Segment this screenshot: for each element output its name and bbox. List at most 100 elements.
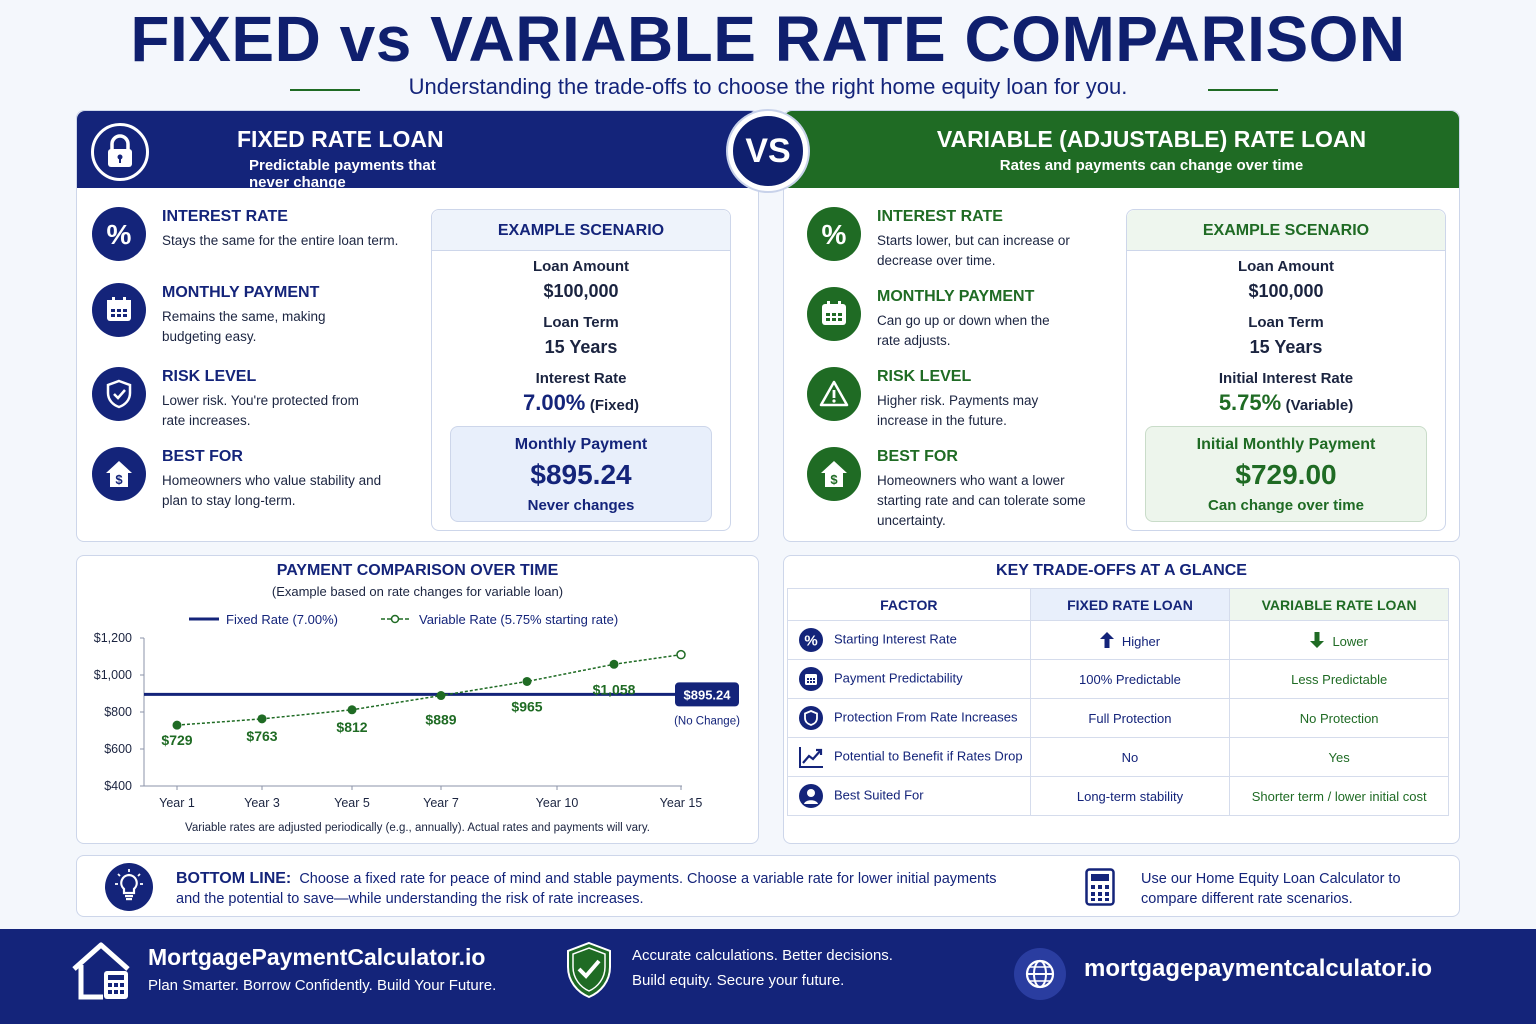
loan-amount-label: Loan Amount [532, 258, 630, 275]
tradeoffs-table: FACTOR FIXED RATE LOAN VARIABLE RATE LOA… [787, 588, 1449, 816]
calculator-icon[interactable] [1085, 868, 1115, 911]
y-tick-label: $1,200 [94, 631, 132, 645]
legend-fixed-label: Fixed Rate (7.00%) [226, 612, 338, 627]
x-tick-label: Year 15 [660, 796, 703, 810]
x-tick-label: Year 1 [159, 796, 195, 810]
feature-desc: Higher risk. Payments may increase in th… [877, 393, 1039, 428]
x-tick-label: Year 10 [536, 796, 579, 810]
feature-title: RISK LEVEL [162, 368, 257, 385]
fixed-end-note: (No Change) [674, 715, 740, 727]
table-header-row: FACTOR FIXED RATE LOAN VARIABLE RATE LOA… [787, 588, 1449, 621]
fixed-example-scenario: EXAMPLE SCENARIO Loan Amount $100,000 Lo… [431, 209, 731, 531]
variable-data-label: $812 [336, 719, 367, 735]
monthly-payment-note: Never changes [527, 497, 635, 514]
arrow-down-icon [1310, 631, 1332, 649]
interest-rate-line: 5.75% (Variable) [1127, 390, 1445, 416]
fixed-value: Full Protection [1029, 698, 1231, 738]
svg-text:$: $ [830, 472, 838, 487]
percent-icon: % [92, 207, 146, 261]
monthly-payment-label: Monthly Payment [514, 436, 648, 453]
fixed-end-label-box [675, 682, 739, 707]
variable-data-label: $965 [511, 698, 542, 714]
variable-rate-panel: VARIABLE (ADJUSTABLE) RATE LOAN Rates an… [783, 110, 1460, 542]
accuracy-line-2: Build equity. Secure your future. [632, 972, 845, 989]
interest-rate-type: (Variable) [1285, 397, 1354, 414]
y-tick-label: $400 [104, 779, 132, 793]
variable-data-point [436, 691, 446, 701]
arrow-up-icon [1099, 631, 1122, 649]
brand-tagline: Plan Smarter. Borrow Confidently. Build … [148, 977, 497, 994]
x-tick-label: Year 5 [334, 796, 370, 810]
page-title: FIXED vs VARIABLE RATE COMPARISON [130, 3, 1406, 75]
bottom-line-panel: BOTTOM LINE: Choose a fixed rate for pea… [76, 855, 1460, 917]
feature-title: MONTHLY PAYMENT [877, 288, 1035, 305]
monthly-payment-note: Can change over time [1208, 497, 1364, 514]
house-calculator-icon [70, 941, 132, 1006]
variable-data-label: $889 [425, 712, 456, 728]
accuracy-line-1: Accurate calculations. Better decisions. [632, 947, 893, 964]
brand-name[interactable]: MortgagePaymentCalculator.io [148, 944, 486, 970]
variable-rate-extension [613, 653, 682, 666]
factor-cell: Payment Predictability [787, 659, 1031, 699]
header-fixed: FIXED RATE LOAN [1029, 588, 1231, 621]
table-row: Potential to Benefit if Rates Drop No Ye… [787, 737, 1449, 777]
loan-amount-value: $100,000 [543, 281, 619, 301]
interest-rate-type: (Fixed) [589, 397, 639, 414]
variable-cell: Lower [1229, 620, 1449, 660]
monthly-payment-value: $895.24 [530, 459, 632, 490]
globe-icon [1014, 948, 1066, 1000]
factor-label: Potential to Benefit if Rates Drop [834, 748, 1023, 764]
lightbulb-icon [105, 863, 153, 911]
table-row: % Starting Interest Rate Higher Lower [787, 620, 1449, 660]
chart-title: PAYMENT COMPARISON OVER TIME [276, 562, 559, 579]
fixed-value: Higher [1121, 633, 1161, 649]
key-tradeoffs-panel: KEY TRADE-OFFS AT A GLANCE FACTOR FIXED … [783, 555, 1460, 844]
variable-example-scenario: EXAMPLE SCENARIO Loan Amount $100,000 Lo… [1126, 209, 1446, 531]
feature-desc: Stays the same for the entire loan term. [162, 233, 399, 248]
page-subtitle: Understanding the trade-offs to choose t… [408, 74, 1128, 99]
table-row: Best Suited For Long-term stability Shor… [787, 776, 1449, 816]
feature-desc: Can go up or down when the rate adjusts. [877, 313, 1050, 348]
feature-title: BEST FOR [162, 448, 243, 465]
bottom-line-body: Choose a fixed rate for peace of mind an… [176, 871, 997, 907]
calculator-cta-link[interactable]: Use our Home Equity Loan Calculator to c… [1141, 871, 1401, 907]
shield-icon [798, 705, 824, 731]
fixed-panel-title: FIXED RATE LOAN [237, 126, 444, 152]
calendar-icon [807, 287, 861, 341]
website-link[interactable]: mortgagepaymentcalculator.io [1084, 955, 1433, 982]
percent-icon: % [807, 207, 861, 261]
factor-cell: % Starting Interest Rate [787, 620, 1031, 660]
loan-term-label: Loan Term [1248, 314, 1324, 331]
loan-amount-label: Loan Amount [1237, 258, 1335, 275]
payment-comparison-chart: $1,200 $1,000 $800 $600 $400 Year 1 Year 3 Year… [76, 555, 759, 844]
warning-icon [807, 367, 861, 421]
loan-term-value: 15 Years [1249, 337, 1323, 357]
interest-rate-value: 7.00% [522, 390, 586, 415]
feature-title: RISK LEVEL [877, 368, 972, 385]
interest-rate-value: 5.75% [1218, 390, 1282, 415]
factor-cell: Potential to Benefit if Rates Drop [787, 737, 1031, 777]
variable-value: Yes [1229, 737, 1449, 777]
factor-cell: Protection From Rate Increases [787, 698, 1031, 738]
variable-value: Shorter term / lower initial cost [1229, 776, 1449, 816]
variable-data-point [257, 714, 267, 724]
interest-rate-line: 7.00% (Fixed) [432, 390, 730, 416]
svg-text:$: $ [115, 472, 123, 487]
fixed-value: Long-term stability [1029, 776, 1231, 816]
legend-variable-label: Variable Rate (5.75% starting rate) [419, 612, 618, 627]
chart-note: Variable rates are adjusted periodically… [185, 822, 650, 834]
lock-icon [91, 123, 149, 181]
y-tick-label: $600 [104, 742, 132, 756]
subtitle-divider-left [290, 89, 360, 91]
svg-text:%: % [804, 633, 817, 650]
loan-amount-value: $100,000 [1248, 281, 1324, 301]
factor-label: Protection From Rate Increases [834, 709, 1018, 725]
x-tick-label: Year 7 [423, 796, 459, 810]
chart-subtitle: (Example based on rate changes for varia… [271, 584, 564, 599]
feature-title: BEST FOR [877, 448, 958, 465]
factor-label: Best Suited For [834, 787, 924, 803]
chart-canvas: $1,200 $1,000 $800 $600 $400 Year 1 Year 3 Year… [94, 612, 740, 810]
user-icon [798, 783, 824, 809]
variable-value: Lower [1332, 633, 1368, 649]
variable-data-label: $1,058 [593, 681, 636, 697]
